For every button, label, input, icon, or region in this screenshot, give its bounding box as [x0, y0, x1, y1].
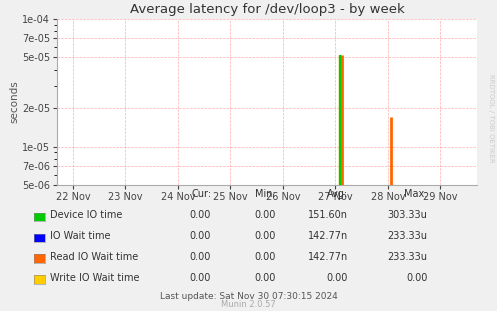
Text: 0.00: 0.00: [190, 273, 211, 283]
Text: 0.00: 0.00: [254, 273, 276, 283]
Text: 233.33u: 233.33u: [388, 231, 427, 241]
Text: 142.77n: 142.77n: [308, 231, 348, 241]
Text: 0.00: 0.00: [406, 273, 427, 283]
Text: Device IO time: Device IO time: [50, 210, 122, 220]
Text: 0.00: 0.00: [254, 210, 276, 220]
Text: 0.00: 0.00: [254, 231, 276, 241]
Text: 233.33u: 233.33u: [388, 252, 427, 262]
Text: Min:: Min:: [255, 189, 276, 199]
Y-axis label: seconds: seconds: [9, 81, 19, 123]
Text: Avg:: Avg:: [327, 189, 348, 199]
Text: 151.60n: 151.60n: [308, 210, 348, 220]
Text: Munin 2.0.57: Munin 2.0.57: [221, 300, 276, 309]
Text: 0.00: 0.00: [190, 210, 211, 220]
Title: Average latency for /dev/loop3 - by week: Average latency for /dev/loop3 - by week: [130, 3, 405, 16]
Text: 0.00: 0.00: [190, 252, 211, 262]
Text: 0.00: 0.00: [190, 231, 211, 241]
Text: IO Wait time: IO Wait time: [50, 231, 110, 241]
Text: 0.00: 0.00: [254, 252, 276, 262]
Text: RRDTOOL / TOBI OETIKER: RRDTOOL / TOBI OETIKER: [488, 74, 494, 163]
Text: Write IO Wait time: Write IO Wait time: [50, 273, 139, 283]
Text: Read IO Wait time: Read IO Wait time: [50, 252, 138, 262]
Text: 303.33u: 303.33u: [388, 210, 427, 220]
Text: 0.00: 0.00: [327, 273, 348, 283]
Text: Max:: Max:: [404, 189, 427, 199]
Text: 142.77n: 142.77n: [308, 252, 348, 262]
Text: Cur:: Cur:: [191, 189, 211, 199]
Text: Last update: Sat Nov 30 07:30:15 2024: Last update: Sat Nov 30 07:30:15 2024: [160, 291, 337, 300]
